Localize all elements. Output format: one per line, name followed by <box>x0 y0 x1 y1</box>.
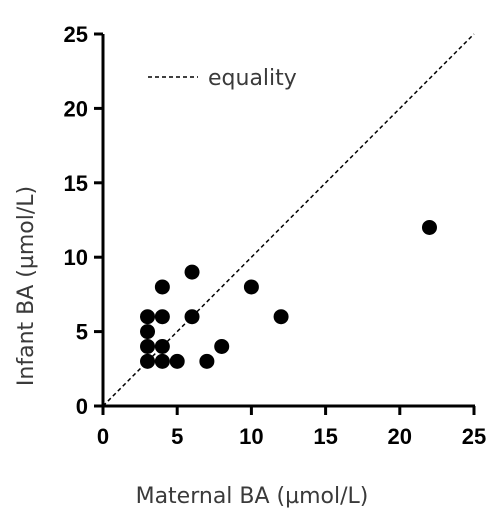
data-point <box>140 324 156 340</box>
x-tick-label: 15 <box>313 424 337 449</box>
y-tick-label: 20 <box>64 96 88 121</box>
y-axis-title: Infant BA (µmol/L) <box>14 186 39 386</box>
data-point <box>140 309 156 325</box>
x-axis-title: Maternal BA (µmol/L) <box>136 484 369 509</box>
axes <box>101 34 475 408</box>
y-tick-label: 25 <box>64 22 88 47</box>
data-point <box>184 264 200 280</box>
data-point <box>169 353 185 369</box>
data-point <box>154 309 170 325</box>
data-points <box>140 219 437 369</box>
legend-label-equality: equality <box>208 66 297 91</box>
x-tick-label: 20 <box>388 424 412 449</box>
x-tick-label: 5 <box>171 424 183 449</box>
data-point <box>154 279 170 295</box>
data-point <box>184 309 200 325</box>
data-point <box>243 279 259 295</box>
y-tick-label: 15 <box>64 171 88 196</box>
y-tick-label: 0 <box>76 394 88 419</box>
y-ticks: 0 5 10 15 20 25 <box>64 22 103 419</box>
data-point <box>140 353 156 369</box>
x-tick-label: 10 <box>239 424 263 449</box>
y-tick-label: 10 <box>64 245 88 270</box>
y-tick-label: 5 <box>76 320 88 345</box>
x-ticks: 0 5 10 15 20 25 <box>97 406 486 449</box>
data-point <box>140 338 156 354</box>
data-point <box>421 219 437 235</box>
data-point <box>199 353 215 369</box>
legend: equality <box>148 66 297 91</box>
data-point <box>154 353 170 369</box>
x-tick-label: 25 <box>462 424 486 449</box>
data-point <box>154 338 170 354</box>
data-point <box>214 338 230 354</box>
x-tick-label: 0 <box>97 424 109 449</box>
data-point <box>273 309 289 325</box>
